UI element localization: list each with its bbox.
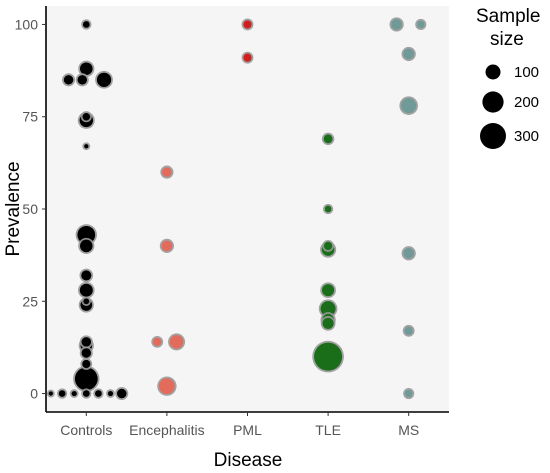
data-point (320, 301, 336, 317)
data-point (391, 19, 402, 30)
data-point (82, 359, 91, 369)
legend-label: 200 (514, 94, 539, 111)
data-point (77, 75, 88, 85)
x-tick-label: Controls (60, 422, 112, 438)
data-point (63, 75, 74, 85)
legend-title-line-2: size (490, 29, 524, 50)
data-point (243, 20, 252, 29)
legend-title-line-1: Sample (476, 6, 540, 27)
data-point (169, 335, 184, 349)
data-point (322, 317, 334, 329)
legend-key (485, 64, 501, 80)
data-point (403, 247, 415, 259)
y-tick-label: 50 (22, 201, 38, 217)
data-point (82, 21, 90, 28)
data-point (153, 337, 162, 346)
data-point (95, 390, 102, 397)
data-point (322, 284, 335, 297)
data-point (80, 62, 93, 76)
data-point (74, 367, 98, 391)
data-point (324, 205, 332, 213)
data-point (80, 239, 93, 253)
data-point (401, 98, 417, 114)
data-point (71, 390, 77, 397)
data-point (82, 112, 91, 121)
data-point (323, 241, 333, 251)
data-points (46, 17, 427, 401)
data-point (81, 337, 92, 347)
x-axis-title: Disease (214, 450, 283, 471)
data-point (79, 283, 93, 297)
data-point (323, 134, 333, 144)
x-tick-label: TLE (315, 422, 341, 438)
data-point (243, 53, 252, 62)
data-point (162, 167, 172, 177)
data-point (107, 390, 114, 397)
legend-label: 300 (514, 128, 539, 145)
x-tick-label: PML (233, 422, 262, 438)
data-point (81, 348, 92, 358)
data-point (161, 240, 173, 252)
data-point (82, 390, 90, 397)
data-point (83, 298, 90, 305)
y-tick-label: 25 (22, 293, 38, 309)
legend-label: 100 (514, 64, 539, 81)
x-tick-label: MS (398, 422, 419, 438)
legend-key (482, 91, 504, 113)
legend-key (480, 123, 506, 149)
data-point (48, 391, 53, 396)
axes: 0 25 50 75 100 Controls Encephalitis PML TLE MS (15, 6, 449, 438)
data-point (404, 389, 413, 398)
data-point (159, 378, 175, 395)
y-axis-title: Prevalence (3, 161, 24, 256)
y-tick-label: 100 (15, 16, 39, 32)
data-point (58, 390, 66, 397)
x-tick-label: Encephalitis (129, 422, 205, 438)
data-point (417, 20, 425, 29)
data-point (84, 144, 89, 149)
data-point (404, 326, 413, 335)
data-point (117, 388, 127, 399)
plot-panel (46, 6, 449, 412)
data-point (81, 270, 92, 281)
y-tick-label: 0 (30, 386, 38, 402)
data-point (314, 342, 343, 371)
y-tick-label: 75 (22, 109, 38, 125)
data-point (403, 48, 415, 60)
data-point (96, 72, 112, 87)
legend: Sample size 100 200 300 (476, 6, 540, 149)
